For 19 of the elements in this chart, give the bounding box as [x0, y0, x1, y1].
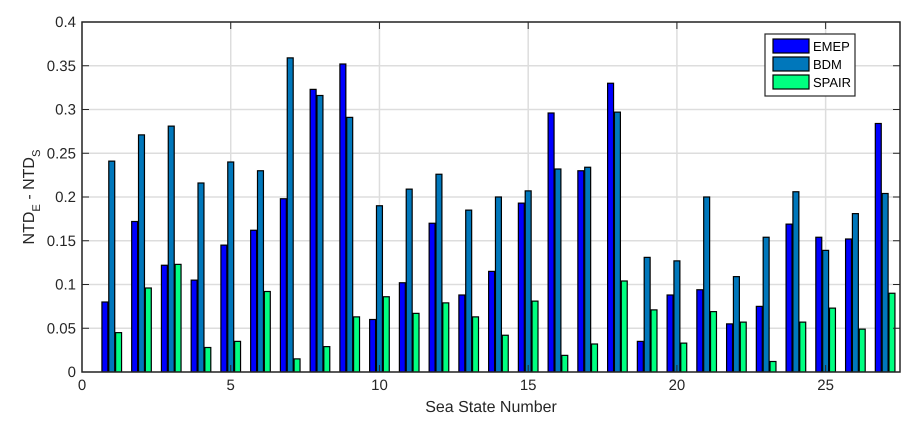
y-tick-label: 0.35 — [46, 58, 76, 75]
x-tick-label: 25 — [817, 377, 834, 394]
y-tick-label: 0.1 — [55, 276, 76, 294]
y-tick-label: 0.3 — [55, 102, 76, 118]
legend-label: SPAIR — [813, 75, 852, 90]
x-tick-label: 10 — [371, 377, 388, 394]
legend-label: BDM — [813, 57, 842, 72]
x-tick-label: 5 — [226, 377, 235, 394]
x-tick-label: 20 — [668, 377, 686, 394]
y-tick-label: 0.15 — [46, 232, 76, 250]
y-tick-label: 0 — [68, 364, 76, 381]
y-tick-label: 0.2 — [55, 189, 76, 206]
x-axis-title: Sea State Number — [425, 399, 558, 416]
x-tick-label: 0 — [78, 377, 86, 394]
y-tick-label: 0.4 — [55, 14, 76, 31]
y-tick-label: 0.25 — [46, 145, 76, 162]
y-tick-label: 0.05 — [46, 320, 76, 338]
x-tick-label: 15 — [520, 377, 537, 394]
legend-label: EMEP — [813, 39, 850, 54]
